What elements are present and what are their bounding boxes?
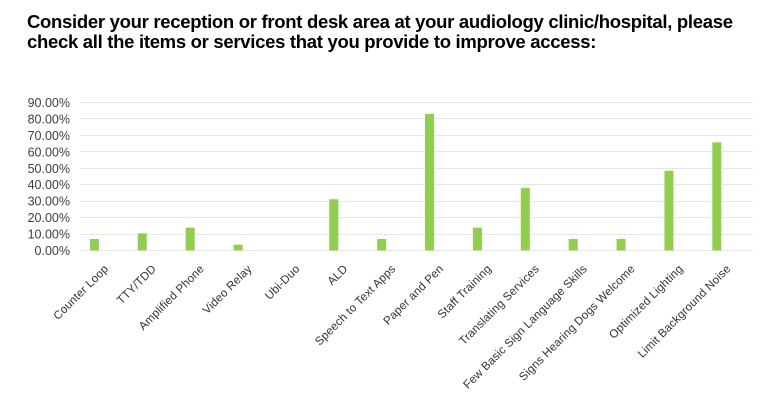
svg-text:0.00%: 0.00% — [35, 244, 70, 258]
svg-text:40.00%: 40.00% — [28, 178, 70, 192]
svg-text:60.00%: 60.00% — [28, 145, 70, 159]
svg-text:ALD: ALD — [325, 262, 350, 287]
svg-text:Speech to Text Apps: Speech to Text Apps — [313, 262, 399, 348]
svg-text:TTY/TDD: TTY/TDD — [114, 262, 159, 307]
svg-text:10.00%: 10.00% — [28, 228, 70, 242]
svg-text:90.00%: 90.00% — [28, 96, 70, 110]
svg-text:80.00%: 80.00% — [28, 112, 70, 126]
svg-text:30.00%: 30.00% — [28, 195, 70, 209]
svg-text:Translating Services: Translating Services — [457, 262, 542, 347]
svg-text:20.00%: 20.00% — [28, 211, 70, 225]
svg-text:Counter Loop: Counter Loop — [51, 262, 111, 322]
svg-text:50.00%: 50.00% — [28, 162, 70, 176]
svg-text:Video Relay: Video Relay — [200, 262, 254, 316]
svg-text:70.00%: 70.00% — [28, 129, 70, 143]
svg-text:Limit Background Noise: Limit Background Noise — [635, 262, 733, 360]
svg-text:Ubi-Duo: Ubi-Duo — [263, 262, 303, 302]
